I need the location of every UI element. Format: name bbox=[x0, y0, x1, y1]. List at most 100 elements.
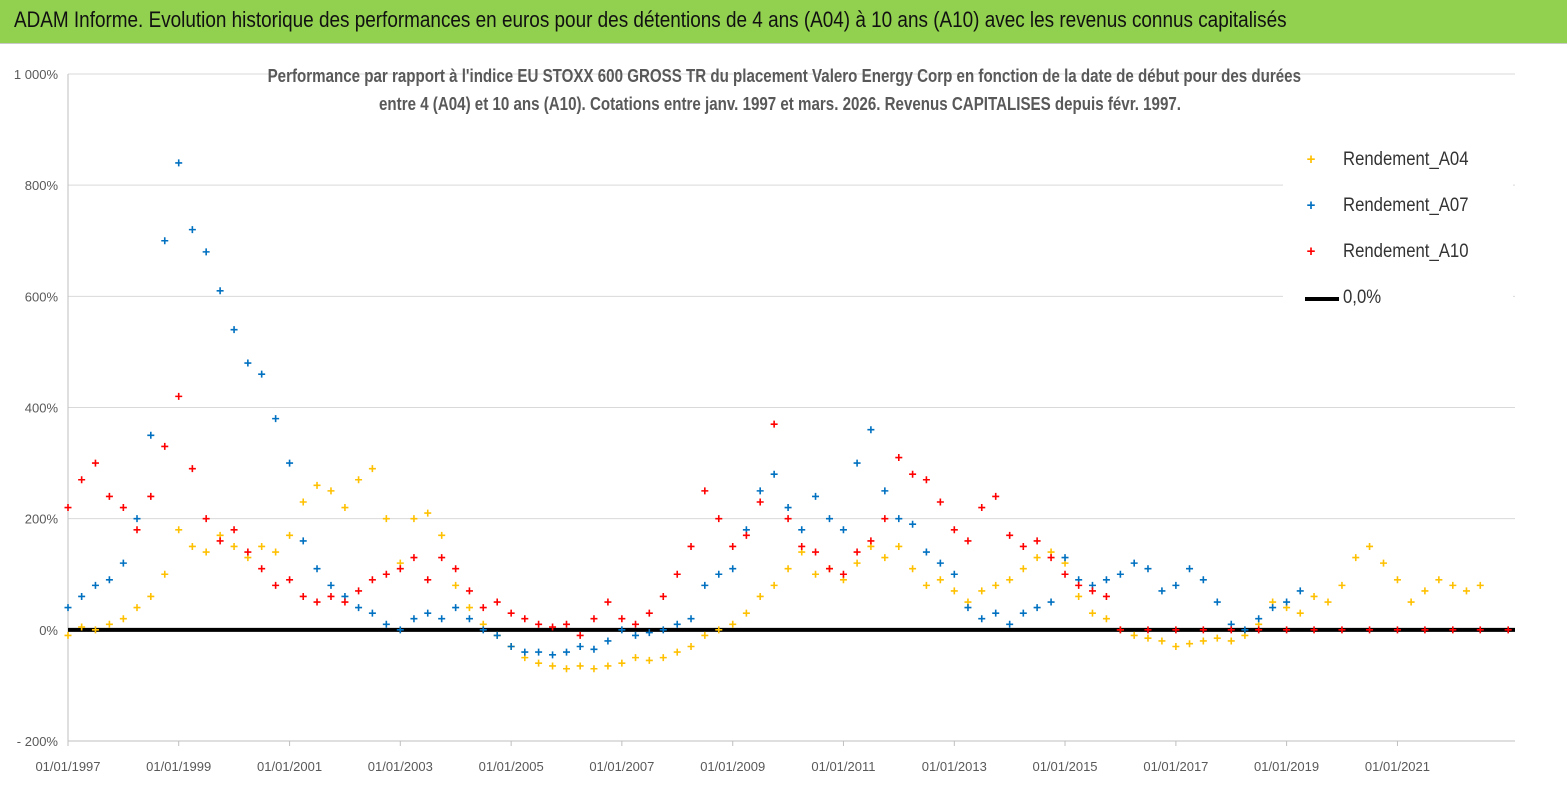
point-rendement-a04 bbox=[368, 465, 376, 473]
point-rendement-a07 bbox=[964, 604, 972, 612]
point-rendement-a07 bbox=[507, 643, 515, 651]
point-rendement-a07 bbox=[438, 615, 446, 623]
point-rendement-a07 bbox=[258, 370, 266, 378]
point-rendement-a07 bbox=[563, 648, 571, 656]
point-rendement-a10 bbox=[507, 609, 515, 617]
point-rendement-a04 bbox=[756, 592, 764, 600]
point-rendement-a04 bbox=[313, 481, 321, 489]
y-tick-label: 800% bbox=[25, 178, 59, 193]
point-rendement-a04 bbox=[1172, 643, 1180, 651]
legend-label-a04: Rendement_A04 bbox=[1343, 149, 1469, 170]
point-rendement-a04 bbox=[1449, 581, 1457, 589]
point-rendement-a10 bbox=[147, 492, 155, 500]
y-tick-label: 200% bbox=[25, 512, 59, 527]
point-rendement-a10 bbox=[1255, 626, 1263, 634]
point-rendement-a04 bbox=[895, 542, 903, 550]
point-rendement-a07 bbox=[715, 570, 723, 578]
point-rendement-a04 bbox=[286, 531, 294, 539]
point-rendement-a07 bbox=[922, 548, 930, 556]
point-rendement-a07 bbox=[91, 581, 99, 589]
y-tick-label: - 200% bbox=[17, 734, 59, 749]
point-rendement-a07 bbox=[770, 470, 778, 478]
point-rendement-a10 bbox=[1033, 537, 1041, 545]
point-rendement-a07 bbox=[1255, 615, 1263, 623]
point-rendement-a07 bbox=[1061, 554, 1069, 562]
x-tick-label: 01/01/2011 bbox=[811, 759, 875, 774]
point-rendement-a07 bbox=[521, 648, 529, 656]
point-rendement-a04 bbox=[673, 648, 681, 656]
point-rendement-a04 bbox=[1088, 609, 1096, 617]
point-rendement-a07 bbox=[479, 626, 487, 634]
point-rendement-a04 bbox=[618, 659, 626, 667]
point-rendement-a04 bbox=[452, 581, 460, 589]
legend-marker-a04: + bbox=[1306, 151, 1316, 168]
point-rendement-a07 bbox=[1241, 626, 1249, 634]
point-rendement-a04 bbox=[729, 620, 737, 628]
point-rendement-a07 bbox=[202, 248, 210, 256]
point-rendement-a04 bbox=[1366, 542, 1374, 550]
point-rendement-a04 bbox=[230, 542, 238, 550]
point-rendement-a10 bbox=[299, 592, 307, 600]
point-rendement-a10 bbox=[1006, 531, 1014, 539]
x-tick-label: 01/01/2005 bbox=[479, 759, 544, 774]
point-rendement-a07 bbox=[452, 604, 460, 612]
point-rendement-a07 bbox=[1019, 609, 1027, 617]
x-tick-label: 01/01/2003 bbox=[368, 759, 433, 774]
point-rendement-a04 bbox=[715, 626, 723, 634]
chart-title-line-2: entre 4 (A04) et 10 ans (A10). Cotations… bbox=[379, 94, 1181, 114]
point-rendement-a07 bbox=[105, 576, 113, 584]
point-rendement-a07 bbox=[618, 626, 626, 634]
point-rendement-a04 bbox=[1199, 637, 1207, 645]
legend-line-zero bbox=[1305, 297, 1339, 301]
point-rendement-a07 bbox=[839, 526, 847, 534]
header-banner: ADAM Informe. Evolution historique des p… bbox=[0, 0, 1567, 44]
point-rendement-a10 bbox=[839, 570, 847, 578]
point-rendement-a10 bbox=[812, 548, 820, 556]
point-rendement-a07 bbox=[465, 615, 473, 623]
y-tick-label: 400% bbox=[25, 401, 59, 416]
point-rendement-a04 bbox=[659, 654, 667, 662]
point-rendement-a04 bbox=[701, 631, 709, 639]
point-rendement-a10 bbox=[687, 542, 695, 550]
point-rendement-a04 bbox=[272, 548, 280, 556]
point-rendement-a10 bbox=[604, 598, 612, 606]
point-rendement-a07 bbox=[313, 565, 321, 573]
point-rendement-a10 bbox=[91, 459, 99, 467]
point-rendement-a10 bbox=[438, 554, 446, 562]
legend-item-a10: + Rendement_A10 bbox=[1283, 240, 1513, 264]
point-rendement-a10 bbox=[396, 565, 404, 573]
point-rendement-a10 bbox=[645, 609, 653, 617]
point-rendement-a10 bbox=[563, 620, 571, 628]
point-rendement-a10 bbox=[1019, 542, 1027, 550]
legend-item-zero: 0,0% bbox=[1283, 286, 1513, 310]
point-rendement-a04 bbox=[64, 631, 72, 639]
legend-item-a04: + Rendement_A04 bbox=[1283, 148, 1513, 172]
point-rendement-a07 bbox=[133, 515, 141, 523]
point-rendement-a07 bbox=[950, 570, 958, 578]
point-rendement-a07 bbox=[410, 615, 418, 623]
legend-item-a07: + Rendement_A07 bbox=[1283, 194, 1513, 218]
y-tick-label: 600% bbox=[25, 289, 59, 304]
legend-marker-a07: + bbox=[1306, 197, 1316, 214]
legend-label-a07: Rendement_A07 bbox=[1343, 195, 1469, 216]
point-rendement-a10 bbox=[244, 548, 252, 556]
point-rendement-a10 bbox=[742, 531, 750, 539]
point-rendement-a10 bbox=[1393, 626, 1401, 634]
point-rendement-a07 bbox=[216, 287, 224, 295]
point-rendement-a10 bbox=[1227, 626, 1235, 634]
point-rendement-a07 bbox=[853, 459, 861, 467]
point-rendement-a10 bbox=[701, 487, 709, 495]
point-rendement-a04 bbox=[1324, 598, 1332, 606]
point-rendement-a07 bbox=[729, 565, 737, 573]
x-tick-label: 01/01/2009 bbox=[700, 759, 765, 774]
point-rendement-a04 bbox=[424, 509, 432, 517]
point-rendement-a07 bbox=[493, 631, 501, 639]
point-rendement-a04 bbox=[950, 587, 958, 595]
point-rendement-a10 bbox=[1172, 626, 1180, 634]
point-rendement-a10 bbox=[1449, 626, 1457, 634]
point-rendement-a10 bbox=[632, 620, 640, 628]
point-rendement-a10 bbox=[341, 598, 349, 606]
point-rendement-a10 bbox=[992, 492, 1000, 500]
point-rendement-a07 bbox=[368, 609, 376, 617]
chart-legend: + Rendement_A04 + Rendement_A07 + Rendem… bbox=[1283, 138, 1513, 318]
